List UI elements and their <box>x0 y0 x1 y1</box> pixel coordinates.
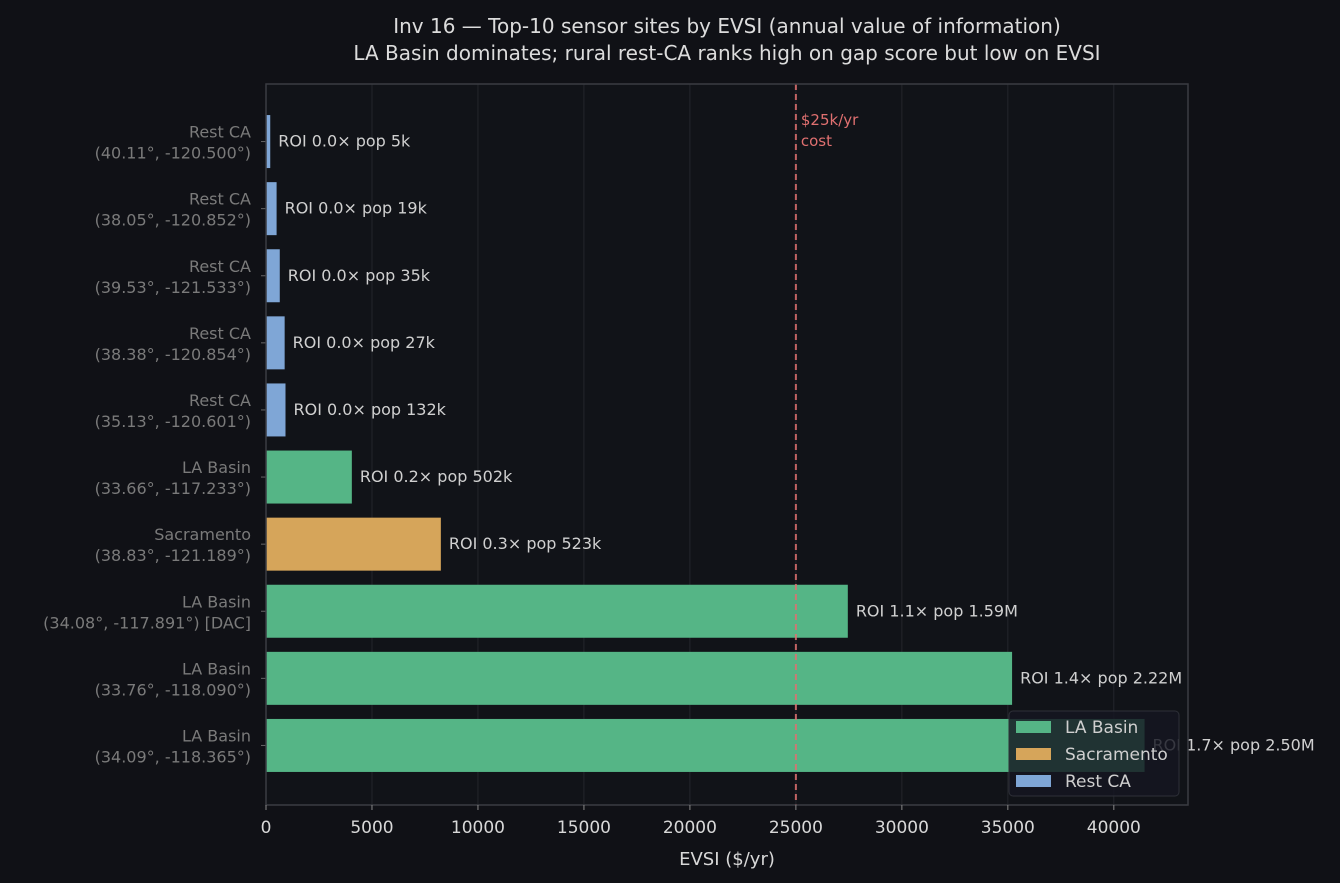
bar <box>266 316 285 370</box>
y-tick-label-region: LA Basin <box>182 726 251 745</box>
y-tick-label-region: Rest CA <box>189 391 251 410</box>
y-tick-label-region: Rest CA <box>189 123 251 142</box>
y-tick-label-coords: (38.83°, -121.189°) <box>95 546 251 565</box>
y-tick-label-coords: (35.13°, -120.601°) <box>95 412 251 431</box>
bar <box>266 249 280 303</box>
y-tick-label-region: LA Basin <box>182 659 251 678</box>
y-tick-label-coords: (33.76°, -118.090°) <box>95 680 251 699</box>
x-tick-label: 20000 <box>663 818 717 838</box>
bar-annotation: ROI 0.0× pop 132k <box>293 400 446 419</box>
bar <box>266 651 1013 705</box>
y-tick-label-region: Rest CA <box>189 324 251 343</box>
reference-line-label: $25k/yr <box>801 111 859 129</box>
bar <box>266 517 441 571</box>
y-tick-label-region: Rest CA <box>189 257 251 276</box>
bar-annotation: ROI 1.4× pop 2.22M <box>1020 668 1182 687</box>
bar-annotation: ROI 0.2× pop 502k <box>360 467 513 486</box>
bar-annotation: ROI 0.3× pop 523k <box>449 534 602 553</box>
reference-line-label: cost <box>801 132 832 150</box>
x-tick-label: 0 <box>261 818 272 838</box>
bar-annotation: ROI 1.7× pop 2.50M <box>1153 735 1315 754</box>
bar <box>266 718 1145 772</box>
y-tick-label-coords: (33.66°, -117.233°) <box>95 479 251 498</box>
chart-title: Inv 16 — Top-10 sensor sites by EVSI (an… <box>393 14 1061 38</box>
legend-label: Rest CA <box>1065 772 1131 792</box>
y-tick-label-coords: (38.38°, -120.854°) <box>95 345 251 364</box>
y-tick-label-coords: (34.08°, -117.891°) [DAC] <box>43 613 251 632</box>
chart-subtitle: LA Basin dominates; rural rest-CA ranks … <box>353 41 1100 65</box>
bar-annotation: ROI 0.0× pop 19k <box>285 199 428 218</box>
x-tick-label: 40000 <box>1087 818 1141 838</box>
bar <box>266 115 271 169</box>
legend-swatch <box>1016 721 1051 733</box>
x-tick-label: 30000 <box>875 818 929 838</box>
x-axis-label: EVSI ($/yr) <box>679 849 775 870</box>
bar <box>266 450 352 504</box>
y-tick-label-region: Sacramento <box>154 525 251 544</box>
x-tick-label: 25000 <box>769 818 823 838</box>
y-tick-label-coords: (40.11°, -120.500°) <box>95 144 251 163</box>
bar-annotation: ROI 0.0× pop 35k <box>288 266 431 285</box>
bar <box>266 383 286 437</box>
legend-label: Sacramento <box>1065 745 1168 765</box>
y-tick-label-coords: (38.05°, -120.852°) <box>95 211 251 230</box>
y-tick-label-region: LA Basin <box>182 458 251 477</box>
legend-swatch <box>1016 748 1051 760</box>
y-tick-label-coords: (39.53°, -121.533°) <box>95 278 251 297</box>
legend-swatch <box>1016 775 1051 787</box>
y-tick-label-region: Rest CA <box>189 190 251 209</box>
bar-annotation: ROI 0.0× pop 5k <box>278 132 411 151</box>
y-tick-label-region: LA Basin <box>182 592 251 611</box>
x-tick-label: 15000 <box>557 818 611 838</box>
legend-box <box>1008 710 1180 797</box>
y-tick-label-coords: (34.09°, -118.365°) <box>95 747 251 766</box>
x-tick-label: 5000 <box>350 818 393 838</box>
x-tick-label: 10000 <box>451 818 505 838</box>
bar <box>266 182 277 236</box>
x-tick-label: 35000 <box>981 818 1035 838</box>
bar <box>266 584 848 638</box>
plot-area: Rest CA (40.11°, -120.500°) ROI 0.0× pop 5… <box>43 83 1315 838</box>
bar-annotation: ROI 1.1× pop 1.59M <box>856 601 1018 620</box>
bar-annotation: ROI 0.0× pop 27k <box>293 333 436 352</box>
legend-label: LA Basin <box>1065 718 1138 738</box>
plot-frame <box>265 83 1189 806</box>
legend: LA Basin Sacramento Rest CA <box>1008 710 1180 797</box>
